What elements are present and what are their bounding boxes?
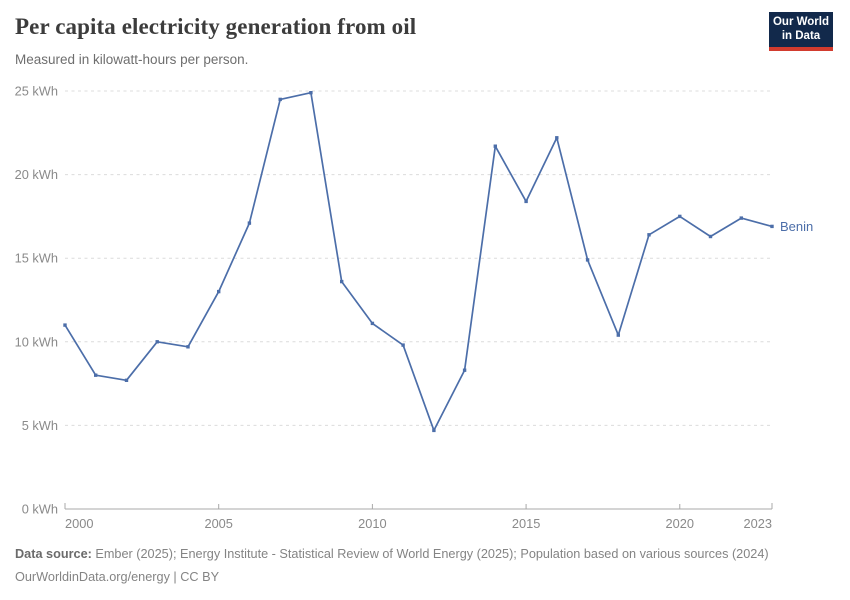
logo-text-line2: in Data xyxy=(781,29,821,42)
data-point[interactable] xyxy=(616,333,620,337)
data-point[interactable] xyxy=(739,216,743,220)
data-source-text: Ember (2025); Energy Institute - Statist… xyxy=(91,547,769,561)
x-tick-label: 2005 xyxy=(204,516,232,531)
data-point[interactable] xyxy=(647,233,651,237)
data-point[interactable] xyxy=(462,368,467,372)
y-tick-label: 10 kWh xyxy=(15,334,58,349)
data-point[interactable] xyxy=(678,214,682,219)
chart-footer: Data source: Ember (2025); Energy Instit… xyxy=(15,543,769,589)
data-point[interactable] xyxy=(124,378,129,382)
owid-logo: Our World in Data xyxy=(769,12,833,51)
y-tick-label: 15 kWh xyxy=(15,251,58,266)
y-tick-label: 20 kWh xyxy=(15,167,58,182)
data-point[interactable] xyxy=(186,345,190,349)
data-point[interactable] xyxy=(708,234,713,239)
y-tick-label: 5 kWh xyxy=(22,418,58,433)
data-point[interactable] xyxy=(278,97,282,102)
y-tick-label: 25 kWh xyxy=(15,84,58,99)
data-point[interactable] xyxy=(370,321,375,326)
data-point[interactable] xyxy=(217,289,221,294)
page-title: Per capita electricity generation from o… xyxy=(15,14,417,39)
line-chart[interactable]: 0 kWh 5 kWh 10 kWh 15 kWh 20 kWh 25 kWh 2000 20… xyxy=(0,80,850,540)
data-source-line: Data source: Ember (2025); Energy Instit… xyxy=(15,543,769,566)
data-source-label: Data source: xyxy=(15,547,92,561)
data-point[interactable] xyxy=(770,224,774,229)
x-tick-label: 2023 xyxy=(744,516,772,531)
data-point[interactable] xyxy=(524,199,528,204)
x-tick-label: 2015 xyxy=(512,516,540,531)
logo-text-line1: Our World xyxy=(772,15,829,28)
data-point[interactable] xyxy=(555,136,559,140)
data-point[interactable] xyxy=(63,323,67,327)
data-point[interactable] xyxy=(432,428,436,433)
series-label-benin[interactable]: Benin xyxy=(780,219,813,234)
data-point[interactable] xyxy=(585,258,590,262)
chart-subtitle: Measured in kilowatt-hours per person. xyxy=(15,52,249,67)
data-point[interactable] xyxy=(493,144,497,148)
data-point[interactable] xyxy=(401,343,405,347)
x-tick-label: 2020 xyxy=(666,516,694,531)
x-tick-label: 2010 xyxy=(358,516,386,531)
data-point[interactable] xyxy=(94,373,98,377)
series-line-benin[interactable] xyxy=(64,91,773,432)
x-tick-label: 2000 xyxy=(65,516,93,531)
attribution-line: OurWorldinData.org/energy | CC BY xyxy=(15,570,220,584)
y-tick-label: 0 kWh xyxy=(22,502,58,517)
data-point[interactable] xyxy=(309,91,313,95)
data-point[interactable] xyxy=(247,221,252,225)
data-point[interactable] xyxy=(340,279,344,284)
data-point[interactable] xyxy=(155,340,159,344)
